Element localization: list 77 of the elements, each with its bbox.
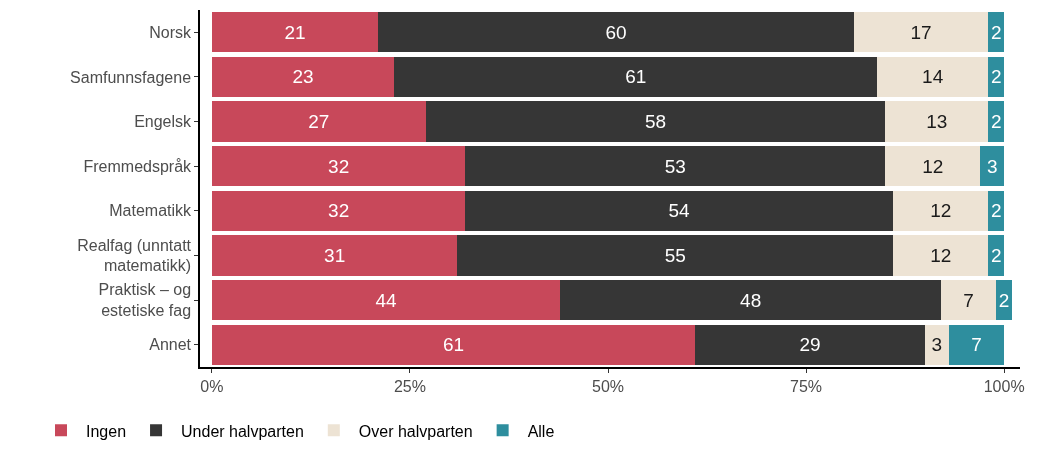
x-tick-label: 50%: [592, 377, 625, 395]
bar: [560, 279, 941, 321]
data-label: 32: [328, 200, 350, 222]
bar: [211, 146, 466, 187]
data-label: 2: [990, 66, 1002, 88]
data-label: 2: [990, 200, 1002, 222]
bar: [211, 190, 466, 231]
bar: [988, 235, 1005, 276]
data-label: 7: [963, 289, 974, 311]
bar: [948, 324, 1005, 365]
data-label: 60: [605, 21, 627, 43]
data-label: 12: [930, 244, 952, 266]
y-tick-label: Praktisk – og estetiske fag: [98, 281, 192, 320]
data-label: 61: [442, 334, 465, 356]
bar: [465, 190, 894, 231]
data-label: 3: [931, 334, 943, 356]
data-label: 23: [292, 66, 314, 88]
bar: [893, 190, 989, 231]
bar: [924, 324, 949, 365]
y-tick-label: Fremmedspråk: [83, 157, 193, 175]
data-label: 3: [986, 155, 998, 177]
data-label: 14: [922, 66, 944, 88]
data-label: 17: [910, 21, 932, 43]
bar: [885, 146, 981, 187]
y-tick-label: Annet: [149, 336, 192, 354]
y-tick-label: Norsk: [149, 23, 193, 41]
x-tick-label: 75%: [790, 377, 823, 395]
x-tick-label: 25%: [393, 377, 426, 395]
bar: [885, 101, 989, 142]
data-label: 48: [740, 289, 762, 311]
y-tick-label: Realfag (unntatt matematikk): [77, 236, 192, 275]
legend-label: Ingen: [86, 422, 127, 440]
data-label: 55: [664, 244, 686, 266]
y-tick-label: Engelsk: [134, 113, 193, 131]
data-label: 27: [308, 111, 330, 133]
y-tick-label: Matematikk: [109, 202, 193, 220]
x-tick-label: 0%: [200, 377, 224, 395]
data-label: 2: [990, 244, 1002, 266]
bar: [695, 324, 925, 365]
bar: [893, 235, 989, 276]
data-label: 44: [375, 289, 397, 311]
data-label: 12: [922, 155, 944, 177]
bar: [853, 12, 989, 53]
y-tick-label: Samfunnsfagene: [70, 68, 192, 86]
bar: [877, 56, 989, 98]
data-label: 54: [668, 200, 691, 222]
legend-label: Alle: [527, 422, 555, 440]
bar: [211, 324, 696, 365]
bar: [211, 279, 561, 321]
bar: [211, 12, 379, 53]
bar: [425, 101, 886, 142]
bar: [457, 235, 894, 276]
data-label: 58: [644, 111, 667, 133]
bar: [211, 56, 395, 98]
bar: [940, 279, 997, 321]
x-tick-label: 100%: [983, 377, 1025, 395]
bar: [394, 56, 878, 98]
data-label: 21: [284, 21, 306, 43]
data-label: 31: [324, 244, 346, 266]
data-label: 7: [971, 334, 982, 356]
bar: [378, 12, 854, 53]
bar: [211, 101, 426, 142]
data-label: 13: [926, 111, 948, 133]
data-label: 53: [664, 155, 686, 177]
bar: [465, 146, 886, 187]
bar: [988, 101, 1005, 142]
data-label: 2: [990, 111, 1002, 133]
data-label: 32: [328, 155, 350, 177]
bar: [211, 235, 458, 276]
data-label: 29: [799, 334, 821, 356]
legend-label: Over halvparten: [358, 422, 473, 440]
bar: [980, 146, 1005, 187]
legend-label: Under halvparten: [181, 422, 304, 440]
data-label: 2: [990, 21, 1002, 43]
data-label: 2: [998, 289, 1010, 311]
data-label: 12: [930, 200, 952, 222]
data-label: 61: [625, 66, 647, 88]
